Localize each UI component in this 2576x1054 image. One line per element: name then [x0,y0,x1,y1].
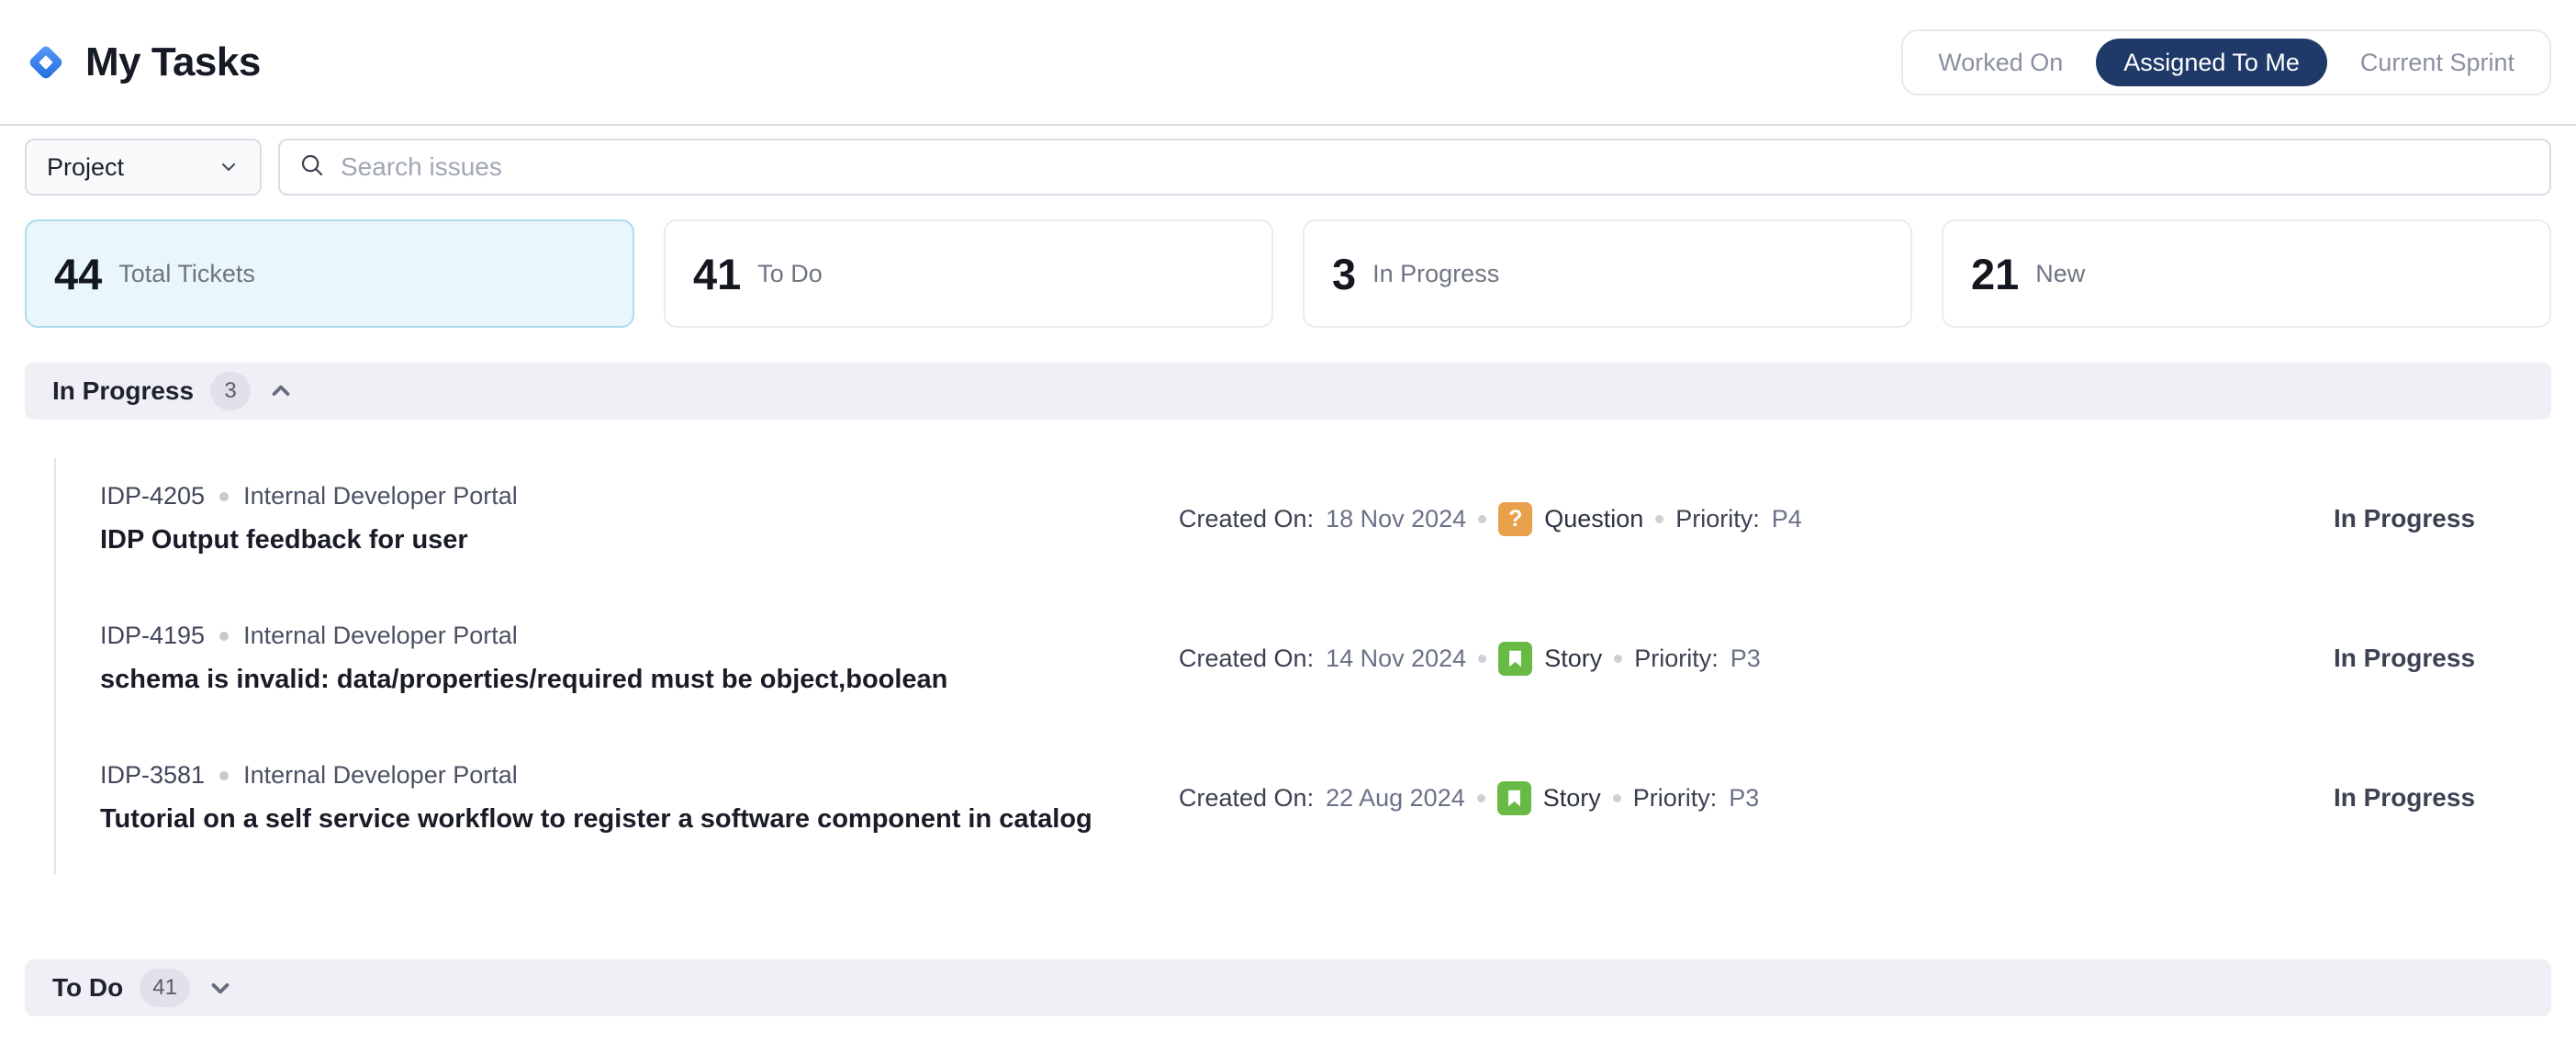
stat-card-total-tickets[interactable]: 44 Total Tickets [25,219,634,328]
header-left: My Tasks [25,39,261,85]
created-on-label: Created On: [1179,783,1315,812]
task-key: IDP-3581 [100,761,206,789]
stats-row: 44 Total Tickets 41 To Do 3 In Progress … [25,219,2551,328]
issue-type: Question [1544,504,1644,533]
section-header-to-do[interactable]: To Do 41 [25,959,2551,1016]
task-status: In Progress [2333,504,2476,533]
stat-value: 41 [693,249,742,298]
created-on-value: 18 Nov 2024 [1326,504,1467,533]
stat-label: Total Tickets [118,259,255,287]
dot-separator [219,770,230,780]
section-count-badge: 3 [210,372,252,410]
filter-row: Project [25,139,2551,196]
dot-separator [1655,514,1664,523]
app-header: My Tasks Worked On Assigned To Me Curren… [0,0,2576,126]
story-icon [1498,641,1533,676]
dot-separator [219,631,230,641]
stat-label: New [2035,259,2086,287]
task-project: Internal Developer Portal [243,761,518,789]
stat-card-new[interactable]: 21 New [1942,219,2551,328]
task-title[interactable]: schema is invalid: data/properties/requi… [100,665,948,694]
priority-value: P3 [1729,783,1760,812]
dot-separator [1476,793,1485,802]
stat-label: To Do [757,259,823,287]
dot-separator [1478,514,1487,523]
created-on-label: Created On: [1179,504,1315,533]
task-row[interactable]: IDP-3581 Internal Developer Portal Tutor… [100,761,2551,835]
page-title: My Tasks [85,39,261,84]
stat-value: 44 [54,249,103,298]
view-tabs: Worked On Assigned To Me Current Sprint [1901,28,2551,95]
tab-assigned-to-me[interactable]: Assigned To Me [2096,38,2327,86]
task-key: IDP-4195 [100,622,206,649]
chevron-up-icon[interactable] [267,377,295,405]
task-main: IDP-3581 Internal Developer Portal Tutor… [100,761,1179,835]
stat-value: 21 [1971,249,2020,298]
stat-card-to-do[interactable]: 41 To Do [664,219,1273,328]
task-status: In Progress [2333,644,2476,672]
created-on-label: Created On: [1179,644,1315,672]
stat-card-in-progress[interactable]: 3 In Progress [1303,219,1912,328]
created-on-value: 22 Aug 2024 [1326,783,1465,812]
task-meta: Created On: 18 Nov 2024 ? Question Prior… [1179,501,2257,536]
section-header-in-progress[interactable]: In Progress 3 [25,363,2551,420]
dot-separator [1478,654,1487,663]
priority-value: P3 [1730,644,1761,672]
search-icon [298,151,326,184]
priority-value: P4 [1771,504,1802,533]
created-on-value: 14 Nov 2024 [1326,644,1467,672]
task-status: In Progress [2333,783,2476,812]
project-dropdown[interactable]: Project [25,139,262,196]
tab-current-sprint[interactable]: Current Sprint [2333,39,2542,86]
task-key: IDP-4205 [100,482,206,510]
issue-type: Story [1544,644,1603,672]
task-title[interactable]: Tutorial on a self service workflow to r… [100,804,1092,834]
question-icon: ? [1498,501,1533,536]
task-key-line: IDP-4205 Internal Developer Portal [100,482,1179,510]
tab-worked-on[interactable]: Worked On [1910,39,2090,86]
task-meta: Created On: 14 Nov 2024 Story Priority: … [1179,641,2257,676]
dot-separator [1612,793,1621,802]
section-count-badge: 41 [140,969,190,1007]
task-project: Internal Developer Portal [243,482,518,510]
chevron-down-icon [218,156,240,178]
task-list-in-progress: IDP-4205 Internal Developer Portal IDP O… [54,458,2551,875]
issue-type: Story [1542,783,1601,812]
page-body: Project 44 Total Tickets 41 To [0,139,2576,1016]
task-key-line: IDP-4195 Internal Developer Portal [100,622,1179,650]
chevron-down-icon[interactable] [207,974,234,1002]
dot-separator [219,491,230,501]
task-meta: Created On: 22 Aug 2024 Story Priority: … [1179,780,2257,815]
task-key-line: IDP-3581 Internal Developer Portal [100,761,1179,790]
priority-label: Priority: [1675,504,1760,533]
task-main: IDP-4195 Internal Developer Portal schem… [100,622,1179,695]
task-row[interactable]: IDP-4205 Internal Developer Portal IDP O… [100,482,2551,555]
project-dropdown-label: Project [47,152,125,181]
priority-label: Priority: [1634,644,1719,672]
task-project: Internal Developer Portal [243,622,518,649]
task-title[interactable]: IDP Output feedback for user [100,525,468,555]
story-icon [1496,780,1531,815]
jira-logo-icon [25,41,67,84]
section-title: In Progress [52,376,195,405]
stat-value: 3 [1332,249,1357,298]
dot-separator [1614,654,1623,663]
stat-label: In Progress [1372,259,1500,287]
search-input[interactable] [341,152,2531,182]
task-row[interactable]: IDP-4195 Internal Developer Portal schem… [100,622,2551,695]
search-box [278,139,2551,196]
task-main: IDP-4205 Internal Developer Portal IDP O… [100,482,1179,555]
section-title: To Do [52,973,124,1002]
priority-label: Priority: [1632,783,1718,812]
